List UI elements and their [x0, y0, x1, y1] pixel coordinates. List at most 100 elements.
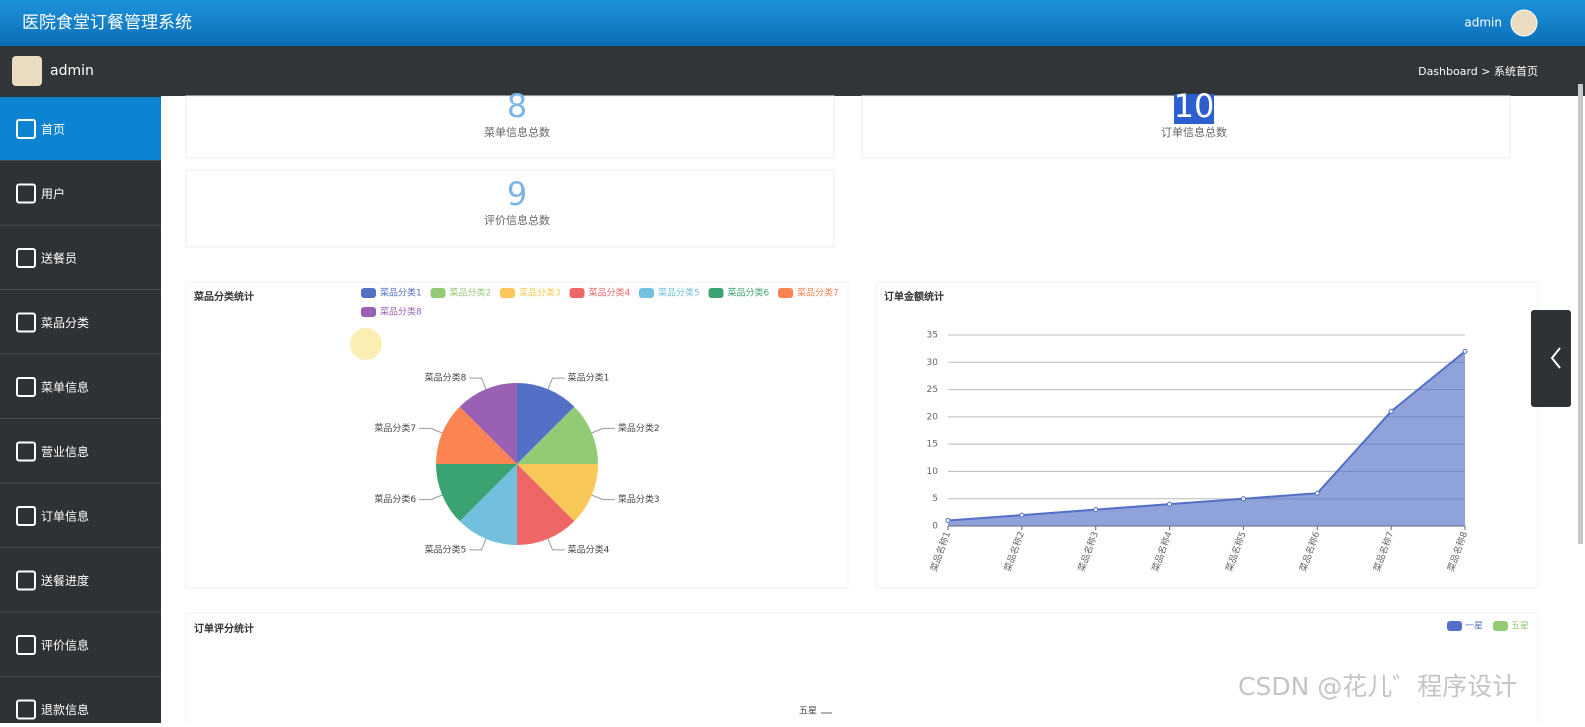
pie-slice	[436, 464, 517, 522]
scrollbar[interactable]	[1578, 84, 1583, 544]
pie-label: 菜品分类1	[568, 372, 610, 384]
legend-label: 菜品分类2	[450, 287, 492, 299]
leader-line	[469, 377, 487, 390]
pie-label: 菜品分类4	[568, 543, 610, 555]
legend-swatch[interactable]	[361, 307, 376, 317]
menu-icon	[16, 699, 36, 720]
avatar[interactable]	[1510, 9, 1538, 37]
sub-bar	[0, 46, 1585, 96]
point	[1167, 501, 1173, 507]
area	[948, 351, 1465, 526]
legend-label: 菜品分类4	[589, 287, 631, 299]
menu-label: 首页	[41, 123, 65, 137]
leader-line	[419, 494, 443, 501]
menu-item[interactable]	[0, 419, 161, 483]
menu-icon	[16, 570, 36, 591]
point	[1240, 496, 1246, 502]
chevron-icon	[1550, 347, 1561, 369]
leader-line	[591, 427, 615, 434]
y-tick-label: 25	[927, 385, 938, 395]
legend-swatch[interactable]	[569, 288, 585, 298]
legend-swatch[interactable]	[778, 288, 793, 298]
pie-label: 菜品分类3	[618, 493, 660, 505]
menu-item[interactable]	[0, 226, 161, 289]
menu-label: 订单信息	[41, 509, 89, 524]
pie-label: 菜品分类8	[425, 372, 467, 384]
pie-slice	[517, 383, 575, 464]
avatar	[12, 56, 42, 86]
legend-swatch[interactable]	[361, 288, 376, 298]
point	[1093, 507, 1099, 513]
menu-icon	[16, 506, 36, 526]
legend-label: 菜品分类5	[658, 287, 700, 299]
pie-label: 菜品分类2	[618, 422, 660, 434]
legend-label: 菜品分类7	[797, 287, 839, 299]
legend-swatch[interactable]	[500, 288, 515, 298]
leader-line	[547, 538, 565, 551]
pie-slice	[517, 464, 575, 545]
menu-label: 用户	[41, 186, 65, 201]
user-name[interactable]: admin	[1464, 16, 1502, 30]
menu-icon	[16, 183, 36, 204]
pie-slice	[459, 383, 517, 464]
y-tick-label: 5	[932, 494, 938, 504]
menu-label: 送餐进度	[41, 573, 89, 588]
menu-label: 评价信息	[41, 638, 89, 653]
pie-slice	[517, 406, 598, 464]
stat-label: 订单信息总数	[1161, 125, 1227, 139]
menu-item[interactable]	[0, 548, 161, 612]
stat-value: 9	[507, 175, 527, 213]
chart-panel	[185, 612, 1539, 727]
watermark: CSDN @花儿゛程序设计	[1238, 672, 1517, 701]
collapse-tab[interactable]	[1531, 310, 1571, 407]
point	[1462, 348, 1468, 354]
user-name: admin	[50, 63, 94, 79]
line	[947, 350, 1466, 522]
menu-icon	[16, 119, 36, 139]
y-tick-label: 20	[927, 412, 939, 422]
legend-swatch[interactable]	[1493, 621, 1508, 631]
menu-icon	[16, 635, 36, 655]
y-tick-label: 10	[927, 467, 939, 477]
point	[1314, 490, 1320, 496]
pie-slice	[436, 406, 517, 464]
stat-label: 菜单信息总数	[484, 125, 550, 139]
legend-label: 菜品分类3	[519, 287, 561, 299]
menu-item[interactable]	[0, 97, 161, 160]
legend-swatch[interactable]	[430, 288, 446, 298]
pie-slice	[517, 464, 598, 522]
point	[945, 518, 951, 524]
menu-icon	[16, 312, 36, 333]
menu-item[interactable]	[0, 613, 161, 676]
stat-value: 8	[507, 87, 527, 125]
breadcrumb[interactable]: Dashboard > 系统首页	[1418, 64, 1538, 78]
leader-line	[547, 377, 565, 390]
menu-item[interactable]	[0, 161, 161, 225]
stat-value: 10	[1174, 87, 1215, 125]
legend-swatch[interactable]	[708, 288, 724, 298]
stat-card	[185, 95, 835, 159]
menu-item[interactable]	[0, 484, 161, 547]
y-tick-label: 0	[932, 522, 938, 532]
legend-label: 菜品分类1	[380, 287, 422, 299]
legend-swatch[interactable]	[639, 288, 654, 298]
legend-label: 五星	[1511, 621, 1529, 632]
menu-label: 送餐员	[41, 251, 77, 266]
leader-line	[419, 427, 443, 434]
menu-item[interactable]	[0, 290, 161, 354]
pie-slice	[459, 464, 517, 545]
legend-label: 一星	[1465, 621, 1483, 632]
pie-label: 菜品分类5	[425, 543, 467, 555]
selection-highlight	[1174, 94, 1214, 124]
legend-swatch[interactable]	[1447, 621, 1462, 631]
menu-icon	[16, 248, 36, 268]
y-tick-label: 五星	[799, 706, 817, 717]
menu-icon	[16, 377, 36, 397]
menu-icon	[16, 441, 36, 462]
stat-card	[185, 169, 835, 248]
menu-item[interactable]	[0, 355, 161, 418]
top-bar	[0, 0, 1585, 46]
menu-label: 退款信息	[41, 702, 89, 717]
y-tick-label: 30	[927, 358, 939, 368]
leader-line	[469, 538, 487, 551]
